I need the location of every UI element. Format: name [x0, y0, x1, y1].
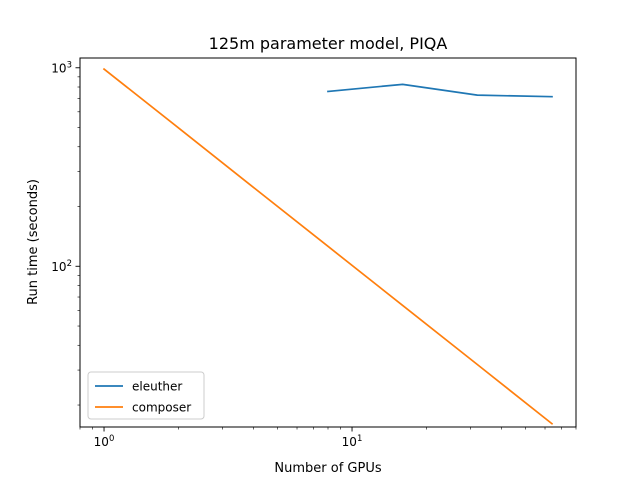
y-tick-label: 102: [51, 259, 72, 274]
x-tick-label: 101: [342, 434, 363, 449]
y-axis-label: Run time (seconds): [26, 179, 41, 305]
plot-frame: [79, 57, 577, 428]
axis-ticks: 100 101 102 103: [51, 60, 577, 449]
legend-label-composer: composer: [132, 401, 191, 415]
x-axis-label: Number of GPUs: [274, 461, 381, 476]
series-line-eleuther: [327, 83, 553, 98]
legend: eleuther composer: [87, 371, 205, 420]
y-tick-label: 103: [51, 60, 72, 75]
legend-label-eleuther: eleuther: [132, 380, 182, 394]
series-lines: [102, 67, 554, 425]
chart-title: 125m parameter model, PIQA: [209, 34, 448, 53]
series-line-composer: [102, 67, 554, 425]
x-tick-label: 100: [94, 434, 115, 449]
